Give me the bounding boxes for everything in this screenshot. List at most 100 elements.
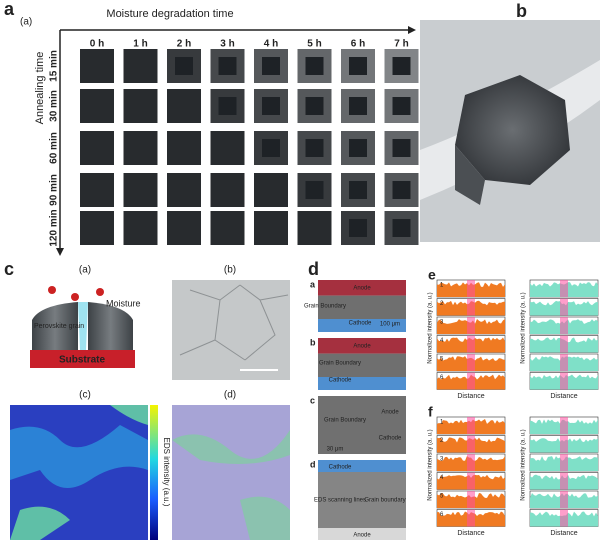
eds-region [10,405,148,540]
sample-center [262,139,280,157]
row-label: 60 min [49,132,60,164]
sample [210,211,245,245]
sample-center [392,219,411,237]
boundary-band [467,472,475,490]
sample [167,211,201,245]
panel-letter: f [428,404,433,420]
boundary-band [560,491,568,508]
boundary-band [560,372,568,390]
molecule [96,288,104,296]
sample [297,211,332,245]
label: EDS intensity (a.u.) [162,438,171,507]
label: Cathode [349,321,372,327]
sample-center [218,97,237,115]
label: (a) [20,17,32,28]
column-label: 7 h [394,39,408,50]
sem-layer [318,396,406,454]
column-label: 3 h [220,39,234,50]
sample [80,211,114,245]
label: Normalized intensity (a. u.) [521,292,527,363]
sample [123,89,158,123]
boundary-band [467,435,475,453]
sample [123,49,158,83]
grain [88,302,133,350]
sample [167,131,201,165]
label: Anode [353,344,371,350]
label: Grain boundary [364,498,405,504]
row-number: 6 [440,375,444,381]
boundary-band [560,472,568,490]
sample [123,173,158,207]
column-label: 0 h [90,39,104,50]
boundary-band [467,335,475,353]
sample [80,173,114,207]
column-label: 2 h [177,39,191,50]
label: Cathode [329,378,352,384]
sample-center [349,97,367,115]
label: Anode [353,533,371,539]
colorbar [150,405,158,540]
column-label: 5 h [307,39,321,50]
label: Distance [457,393,484,400]
sem-layer [318,460,406,472]
label: EDS scanning lines [314,498,366,504]
sem-layer [318,280,406,296]
label: Cathode [329,465,352,471]
sample [210,131,245,165]
sample [167,173,201,207]
label: Grain Boundary [324,418,366,424]
boundary-band [467,317,475,334]
boundary-band [560,280,568,297]
row-label: 120 min [49,209,60,246]
sample-center [218,57,237,75]
eds-region [10,425,148,488]
sample-center [392,139,411,157]
boundary-band [467,280,475,297]
sub-letter: d [310,459,316,469]
panel-letter: a [4,0,15,19]
boundary-band [560,435,568,453]
sample-center [392,181,411,199]
boundary-band [467,298,475,316]
water-path [78,302,88,350]
row-label: 15 min [49,50,60,82]
label: Moisture [106,298,141,308]
panel-letter: b [516,1,527,21]
label: 100 μm [380,322,400,328]
boundary-band [467,454,475,471]
molecule [71,293,79,301]
label: Grain Boundary [304,304,346,310]
label: (a) [79,265,91,276]
row-number: 5 [440,357,444,363]
sample [123,211,158,245]
panel-letter: e [428,267,436,283]
label: Anode [381,410,399,416]
sample [254,211,288,245]
panel-letter: d [308,259,319,279]
row-number: 6 [440,512,444,518]
sample-center [349,57,367,75]
row-number: 1 [440,283,444,289]
column-label: 4 h [264,39,278,50]
panel-letter: c [4,259,14,279]
overlay-region [172,430,290,540]
boundary-band [560,298,568,316]
molecule [48,286,56,294]
label: Anode [353,286,371,292]
boundary-band [560,454,568,471]
label: Distance [550,530,577,537]
row-label: 90 min [49,174,60,206]
sample-center [305,181,324,199]
sub-letter: b [310,337,316,347]
sample-center [305,57,324,75]
sem-layer [318,338,406,354]
grain-boundaries [179,284,289,361]
boundary-band [467,354,475,371]
row-number: 3 [440,320,444,326]
substrate [30,350,135,368]
sub-letter: c [310,395,315,405]
label: Normalized intensity (a. u.) [521,429,527,500]
column-label: 6 h [351,39,365,50]
label: Normalized intensity (a. u.) [428,429,434,500]
